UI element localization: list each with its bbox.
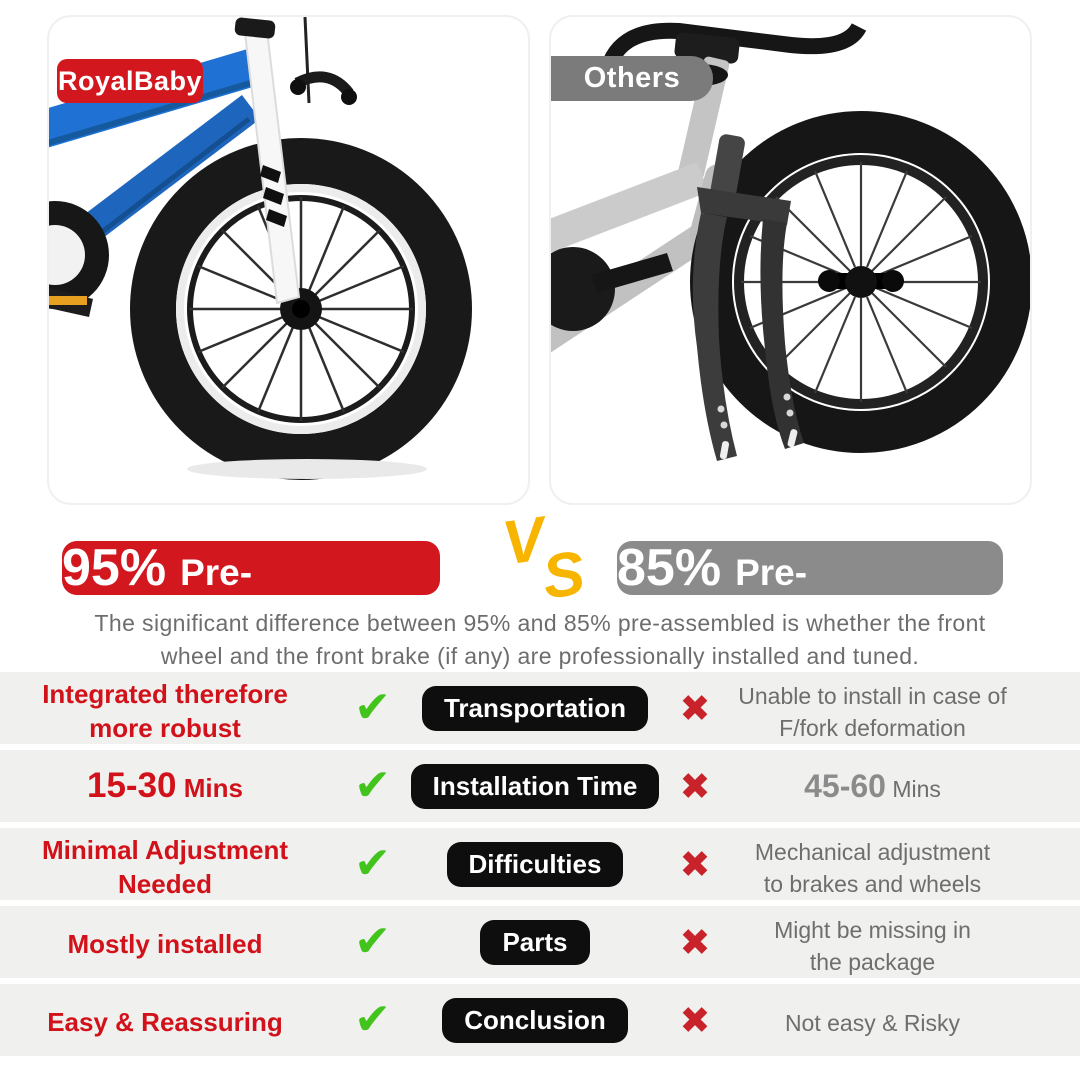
check-icon: ✔ [354, 995, 391, 1044]
check-icon: ✔ [354, 839, 391, 888]
others-brand-label: Others [583, 62, 681, 94]
others-drawback: Not easy & Risky [784, 1009, 961, 1036]
others-bike-photo [551, 22, 1030, 461]
royalbaby-preassembled-label: Pre-Assembled [180, 552, 378, 635]
others-brand-badge: Others [551, 56, 713, 101]
check-icon: ✔ [354, 917, 391, 966]
others-preassembled-banner: 85% Pre-Assembled [617, 539, 1003, 635]
royalbaby-preassembled-banner: 95% Pre-Assembled [62, 539, 440, 635]
royalbaby-brand-label: RoyalBaby [57, 65, 203, 96]
vs-badge: V S [497, 504, 597, 614]
others-drawback: Mechanical adjustment to brakes and whee… [754, 838, 991, 897]
others-preassembled-label: Pre-Assembled [735, 552, 933, 635]
table-row-transportation: Integrated therefore more robust ✔ Trans… [0, 672, 1080, 744]
vs-letter-s: S [538, 538, 589, 613]
category-pill: Transportation [421, 685, 648, 731]
cross-icon: ✖ [679, 765, 711, 807]
royalbaby-advantage: Easy & Reassuring [47, 1006, 283, 1037]
others-drawback: Unable to install in case of F/fork defo… [738, 682, 1007, 741]
others-drawback: 45-60 Mins [804, 767, 941, 804]
others-photo-panel: Others [549, 15, 1032, 505]
check-icon: ✔ [354, 761, 391, 810]
table-row-difficulties: Minimal Adjustment Needed ✔ Difficulties… [0, 828, 1080, 900]
royalbaby-advantage: 15-30 Mins [87, 765, 243, 805]
category-pill: Parts [480, 919, 590, 965]
category-pill: Conclusion [442, 997, 628, 1043]
table-row-parts: Mostly installed ✔ Parts ✖ Might be miss… [0, 906, 1080, 978]
table-row-installation-time: 15-30 Mins ✔ Installation Time ✖ 45-60 M… [0, 750, 1080, 822]
royalbaby-photo-panel: RoyalBaby [47, 15, 530, 505]
others-drawback: Might be missing in the package [774, 916, 971, 975]
cross-icon: ✖ [679, 843, 711, 885]
cross-icon: ✖ [679, 687, 711, 729]
cross-icon: ✖ [679, 999, 711, 1041]
category-pill: Difficulties [446, 841, 624, 887]
royalbaby-bike-photo [49, 17, 472, 480]
royalbaby-advantage: Integrated therefore more robust [42, 678, 288, 744]
royalbaby-percent: 95% [62, 539, 167, 597]
description-text: The significant difference between 95% a… [94, 610, 986, 669]
comparison-table: Integrated therefore more robust ✔ Trans… [0, 672, 1080, 1062]
category-pill: Installation Time [410, 763, 660, 809]
check-icon: ✔ [354, 683, 391, 732]
royalbaby-brand-badge: RoyalBaby [57, 59, 203, 103]
others-percent: 85% [617, 539, 722, 597]
cross-icon: ✖ [679, 921, 711, 963]
table-row-conclusion: Easy & Reassuring ✔ Conclusion ✖ Not eas… [0, 984, 1080, 1056]
royalbaby-advantage: Minimal Adjustment Needed [41, 834, 289, 900]
royalbaby-advantage: Mostly installed [67, 928, 263, 959]
